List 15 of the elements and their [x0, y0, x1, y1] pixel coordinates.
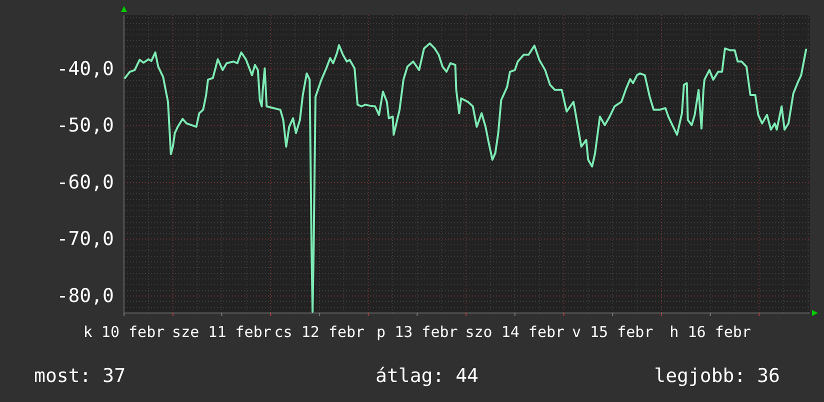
y-tick-label: -50,0	[56, 114, 114, 137]
x-tick-label: p 13 febr	[376, 323, 458, 341]
y-tick-label: -70,0	[56, 228, 114, 250]
x-tick-label: v 15 febr	[572, 323, 654, 341]
y-tick-label: -40,0	[56, 58, 114, 80]
y-tick-label: -60,0	[56, 171, 114, 194]
text: átlag: 44	[376, 365, 478, 387]
text: most: 37	[34, 365, 126, 387]
y-tick-label: -80,0	[56, 284, 114, 307]
x-tick-label: cs 12 febr	[274, 323, 365, 341]
x-tick-label: h 16 febr	[670, 323, 751, 341]
text: legjobb: 36	[654, 365, 780, 387]
x-tick-label: sze 11 febr	[172, 323, 272, 341]
x-tick-label: k 10 febr	[83, 323, 165, 341]
x-tick-label: szo 14 febr	[465, 323, 565, 341]
